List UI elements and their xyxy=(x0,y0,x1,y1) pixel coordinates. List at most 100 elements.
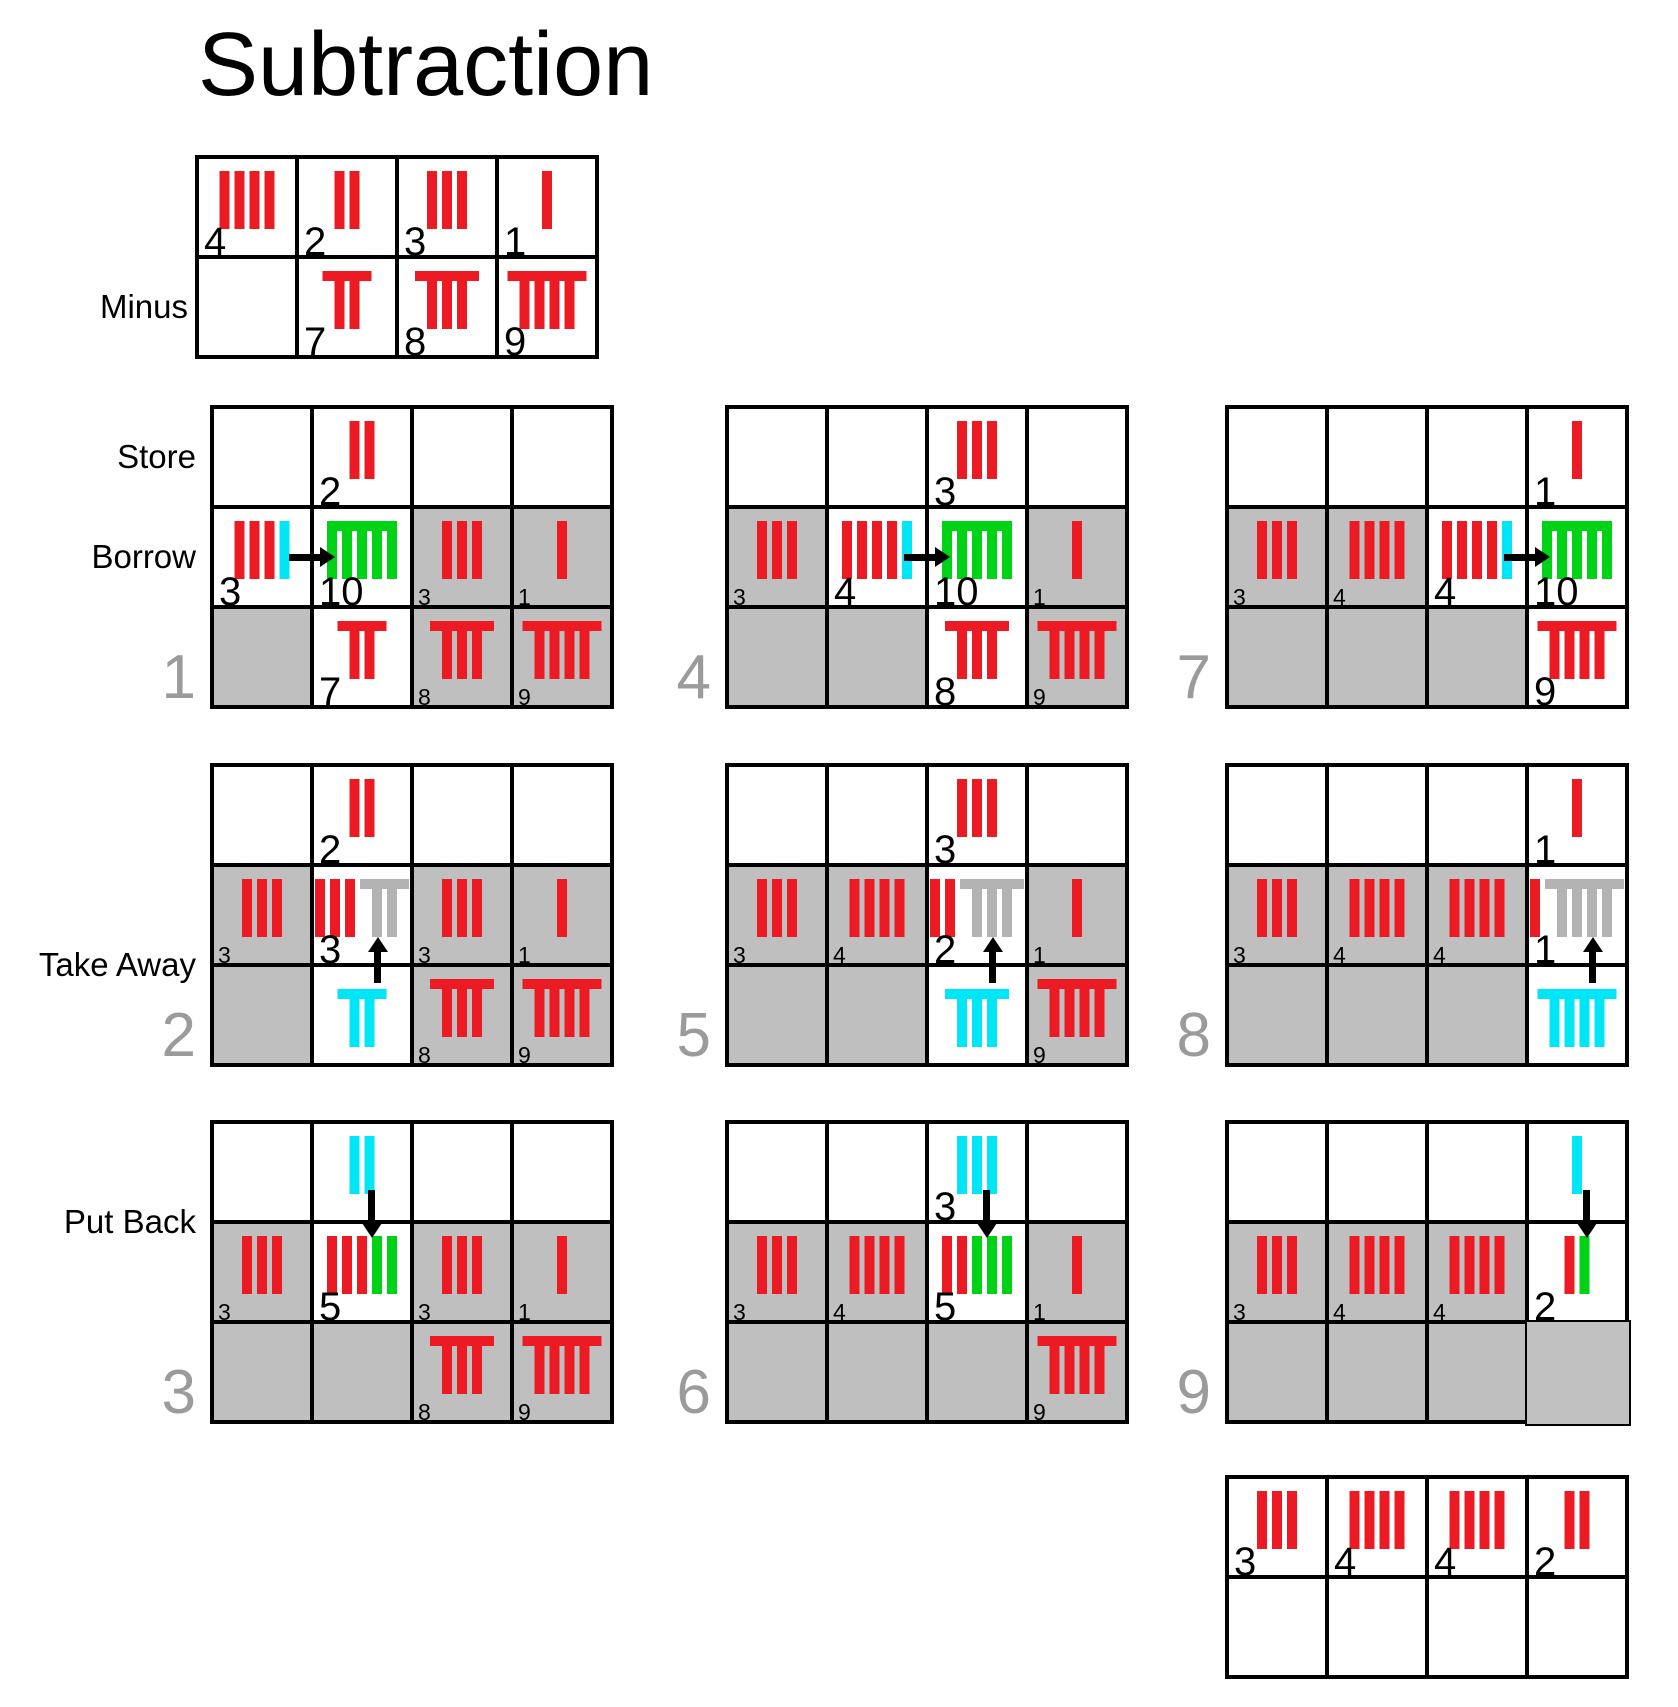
cell-label: 8 xyxy=(418,684,431,710)
grid-cell xyxy=(1429,967,1525,1063)
tally-bar xyxy=(364,999,375,1047)
tally-bar xyxy=(1257,1491,1267,1549)
tally-marks xyxy=(1257,1491,1297,1549)
grid-cell xyxy=(1229,1579,1325,1675)
tally-marks xyxy=(337,989,387,1047)
tally-marks xyxy=(315,879,409,937)
tally-bars-red xyxy=(1257,1236,1297,1294)
grid-cell: 1 xyxy=(1529,867,1625,970)
step-number: 6 xyxy=(676,1358,711,1427)
tally-bar xyxy=(334,281,345,329)
grid-cell: 3 xyxy=(214,1224,310,1324)
tally-glyph-7 xyxy=(337,621,387,679)
tally-bar xyxy=(1072,879,1082,937)
tally-bar xyxy=(1394,521,1405,579)
tally-marks xyxy=(849,1236,905,1294)
tally-bar xyxy=(442,1346,452,1394)
tally-glyph-stems xyxy=(957,631,997,679)
grid-cell xyxy=(1429,409,1525,505)
tally-glyph-bar xyxy=(430,621,494,631)
tally-bar xyxy=(1349,1491,1360,1549)
tally-bars-red xyxy=(219,171,275,229)
cell-label: 3 xyxy=(733,584,746,610)
tally-bar xyxy=(1394,879,1405,937)
tally-bar xyxy=(887,521,897,579)
cell-label: 2 xyxy=(319,828,342,872)
grid-cell: 4 xyxy=(1329,1479,1425,1582)
tally-bar xyxy=(1494,879,1505,937)
tally-bar xyxy=(1494,1491,1505,1549)
tally-marks xyxy=(1257,521,1297,579)
tally-bar xyxy=(1064,989,1075,1037)
cell-label: 2 xyxy=(1534,1540,1557,1584)
tally-glyph-9 xyxy=(1545,879,1624,937)
step-number: 9 xyxy=(1176,1358,1211,1427)
arrow-shaft xyxy=(1504,554,1536,561)
tally-marks xyxy=(757,1236,797,1294)
tally-marks xyxy=(430,979,494,1037)
tally-bar xyxy=(249,171,260,229)
tally-bars-red xyxy=(442,1236,482,1294)
cell-label: 1 xyxy=(518,584,531,610)
cell-label: 3 xyxy=(219,570,242,614)
tally-bar xyxy=(557,879,567,937)
grid-cell xyxy=(729,609,825,705)
grid-cell xyxy=(1329,1324,1425,1420)
grid-cell xyxy=(1229,1324,1325,1420)
minus-row-label: Minus xyxy=(99,288,188,325)
cell-label: 4 xyxy=(1333,942,1346,968)
tally-marks xyxy=(1564,1236,1590,1294)
tally-glyph-9 xyxy=(522,979,602,1037)
cell-label: 9 xyxy=(1033,1042,1046,1068)
grid-cell: 4 xyxy=(829,867,925,967)
tally-bar xyxy=(1379,879,1390,937)
cell-label: 4 xyxy=(204,220,227,264)
cell-label: 3 xyxy=(418,1299,431,1325)
grid-cell: 3 xyxy=(414,867,510,967)
tally-bar xyxy=(234,171,245,229)
tally-bar xyxy=(1072,521,1082,579)
tally-glyph-bar xyxy=(522,979,602,989)
grid-cell: 4 xyxy=(1429,1479,1525,1582)
grid-cell: 1 xyxy=(1029,509,1125,609)
tally-bar xyxy=(1379,1236,1390,1294)
tally-bar xyxy=(1064,1346,1075,1394)
tally-marks xyxy=(945,989,1009,1047)
grid-step-8: 1 3 4 4 1 xyxy=(1225,763,1629,1067)
tally-bar xyxy=(879,879,890,937)
tally-bars-red xyxy=(1449,1491,1505,1549)
tally-bar xyxy=(772,1236,782,1294)
tally-bar xyxy=(1472,521,1482,579)
tally-glyph-stems xyxy=(534,1346,590,1394)
grid-cell: 1 xyxy=(514,509,610,609)
grid-cell xyxy=(829,1124,925,1220)
grid-cell xyxy=(829,767,925,863)
cell-label: 4 xyxy=(1434,570,1457,614)
tally-bar xyxy=(1287,1236,1297,1294)
grid-cell: 2 xyxy=(1529,1224,1625,1327)
step-number: 1 xyxy=(161,643,196,712)
cell-label: 3 xyxy=(733,942,746,968)
arrow-head xyxy=(320,547,335,567)
tally-glyph-stems xyxy=(372,889,397,937)
grid-cell xyxy=(314,1124,410,1220)
tally-bars-cyan xyxy=(902,521,912,579)
tally-bar xyxy=(349,1136,360,1194)
tally-bar xyxy=(357,531,367,579)
grid-step-1: 2 3 10 3 1 7 8 9 xyxy=(210,405,614,712)
tally-bar xyxy=(330,879,340,937)
tally-bars-red xyxy=(1572,779,1582,837)
grid-cell: 3 xyxy=(1229,867,1325,967)
cell-label: 4 xyxy=(1333,584,1346,610)
grid-cell xyxy=(214,1124,310,1220)
tally-bar xyxy=(864,879,875,937)
tally-bars-red xyxy=(849,1236,905,1294)
tally-bar xyxy=(787,521,797,579)
tally-bar xyxy=(264,171,275,229)
tally-bar xyxy=(1072,1236,1082,1294)
tally-bar xyxy=(442,521,452,579)
grid-cell xyxy=(1329,409,1425,505)
tally-glyph-stems xyxy=(534,989,590,1037)
cell-label: 8 xyxy=(404,320,427,364)
